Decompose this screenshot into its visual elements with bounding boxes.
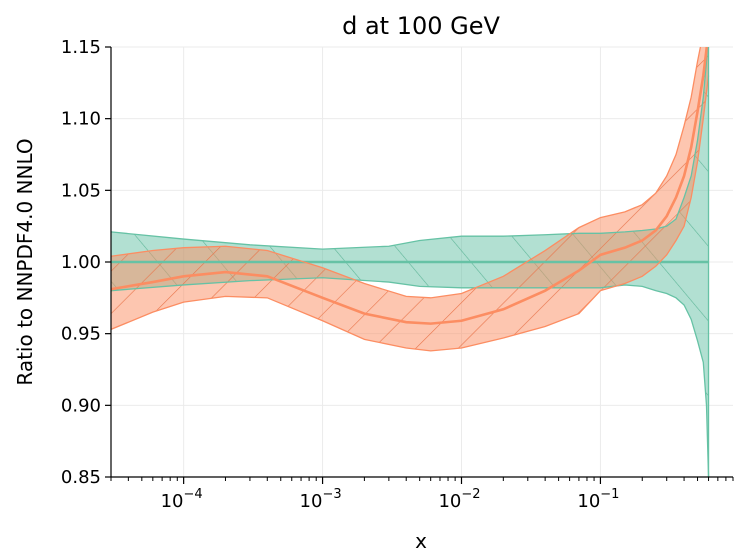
y-tick-label: 0.85 [61, 467, 101, 488]
y-tick-label: 0.95 [61, 324, 101, 345]
y-tick-label: 1.15 [61, 37, 101, 58]
band-upper-edge-green [111, 47, 709, 250]
y-tick-label: 1.10 [61, 109, 101, 130]
y-tick-label: 0.90 [61, 395, 101, 416]
chart-title: d at 100 GeV [342, 12, 500, 40]
y-tick-label: 1.00 [61, 252, 101, 273]
x-tick-label: 10−1 [577, 487, 619, 512]
band-hatch-orange [111, 47, 709, 351]
central-line-orange [111, 47, 709, 325]
y-axis-label: Ratio to NNPDF4.0 NNLO [13, 138, 37, 385]
x-tick-label: 10−2 [438, 487, 480, 512]
central-lines [111, 47, 710, 477]
band-upper-edge-orange [111, 47, 702, 299]
axes: 0.85 0.90 0.95 1.00 1.05 1.10 1.15 10−4 10−3 10−2… [61, 37, 734, 512]
x-tick-label: 10−4 [161, 487, 203, 512]
band-lower-edge-orange [111, 75, 710, 352]
y-tick-label: 1.05 [61, 180, 101, 201]
x-tick-label: 10−3 [300, 487, 342, 512]
x-axis-label: x [415, 529, 427, 553]
